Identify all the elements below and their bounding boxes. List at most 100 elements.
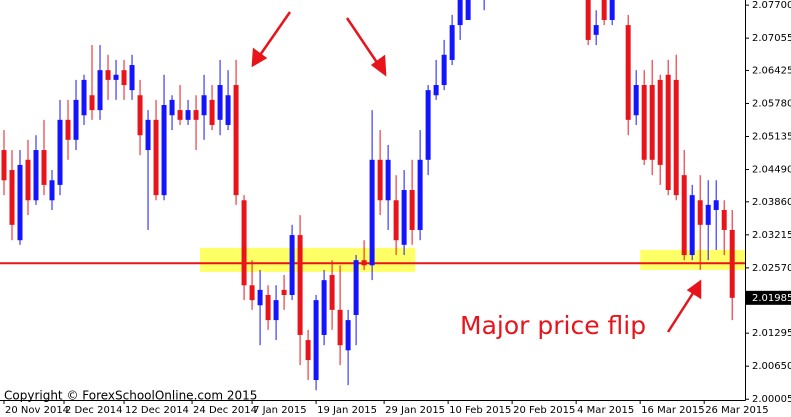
candle-body [657,79,663,165]
candle-body [201,95,207,116]
annotation: Major price flip [460,311,646,340]
y-tick-label: 2.00650 [752,361,791,372]
candle-body [433,85,439,96]
candle-body [393,200,399,241]
candle-body [137,95,143,136]
arrow-head [251,47,268,68]
candle-body [361,260,367,266]
candle-body [97,70,103,111]
candle-body [209,99,215,125]
candle-body [681,175,687,256]
candle-body [353,260,359,315]
candle-body [641,85,647,160]
candle-body [409,190,415,230]
candle-body [9,170,15,225]
candle-body [665,74,671,191]
candle-body [81,79,87,116]
arrow [345,17,382,68]
candle-body [241,200,247,286]
candle-body [369,159,375,266]
candle-body [113,74,119,80]
y-tick-label: 2.03860 [752,197,791,208]
zone [200,247,416,272]
x-tick-label: 7 Jan 2015 [253,405,307,416]
candle-body [297,235,303,335]
candle-body [105,70,111,80]
price-tag-label: 2.01985 [752,293,791,304]
candle-body [17,164,23,241]
candle-body [673,79,679,196]
x-tick-label: 10 Feb 2015 [449,405,511,416]
price-tag [746,290,791,305]
y-tick-label: 2.02570 [752,263,791,274]
x-tick-label: 19 Jan 2015 [317,405,377,416]
y-tick-label: 2.00005 [752,394,791,405]
candle-body [57,119,63,185]
candle-body [457,0,463,26]
candle-body [185,110,191,120]
y-tick-label: 2.07700 [752,0,791,11]
candle-body [385,159,391,201]
candle-body [449,25,455,60]
y-tick-label: 2.05135 [752,131,791,142]
candle-body [169,99,175,116]
y-tick-label: 2.05780 [752,98,791,109]
arrow-head [370,54,387,77]
candle-body [465,0,471,20]
x-tick-label: 24 Dec 2014 [193,405,257,416]
candle-body [441,54,447,86]
candle-body [305,340,311,361]
candle-body [49,180,55,201]
candle-body [217,85,223,120]
x-tick-label: 20 Nov 2014 [5,405,69,416]
candle-body [289,235,295,296]
candle-body [729,229,735,298]
candle-body [425,90,431,160]
x-tick-label: 12 Dec 2014 [125,405,189,416]
candle-body [281,289,287,296]
candle-body [121,70,127,86]
candle-body [689,195,695,256]
candle-body [73,99,79,140]
candle-body [1,150,7,181]
x-tick-label: 16 Mar 2015 [641,405,704,416]
arrow-head [686,279,702,300]
candle-body [161,104,167,196]
candle-body [177,110,183,120]
candle-body [89,95,95,111]
candle-body [25,159,31,201]
y-tick-label: 2.06425 [752,65,791,76]
candle-body [721,209,727,230]
x-tick-label: 20 Feb 2015 [513,405,575,416]
candle-body [129,65,135,91]
candle-body [417,159,423,230]
candle-body [225,95,231,125]
candle-body [697,200,703,225]
candle-body [329,275,335,310]
candle-body [585,0,591,40]
candle-body [249,285,255,301]
arrow [256,11,292,59]
candle-body [321,280,327,335]
candle-body [713,200,719,210]
y-tick-label: 2.03215 [752,230,791,241]
y-tick-label: 2.04490 [752,165,791,176]
y-tick-label: 2.07055 [752,33,791,44]
candle-body [593,25,599,35]
candle-body [609,0,615,20]
arrows [251,11,702,333]
copyright: Copyright © ForexSchoolOnline.com 2015 [4,389,257,403]
candle-body [33,150,39,201]
candle-body [705,204,711,225]
candle-body [601,0,607,20]
candle-body [145,119,151,151]
candle-body [153,119,159,196]
candle-body [625,25,631,120]
candle-body [377,159,383,201]
candle-body [193,110,199,120]
y-tick-label: 2.01295 [752,328,791,339]
candle-body [273,300,279,321]
candle-body [257,289,263,306]
